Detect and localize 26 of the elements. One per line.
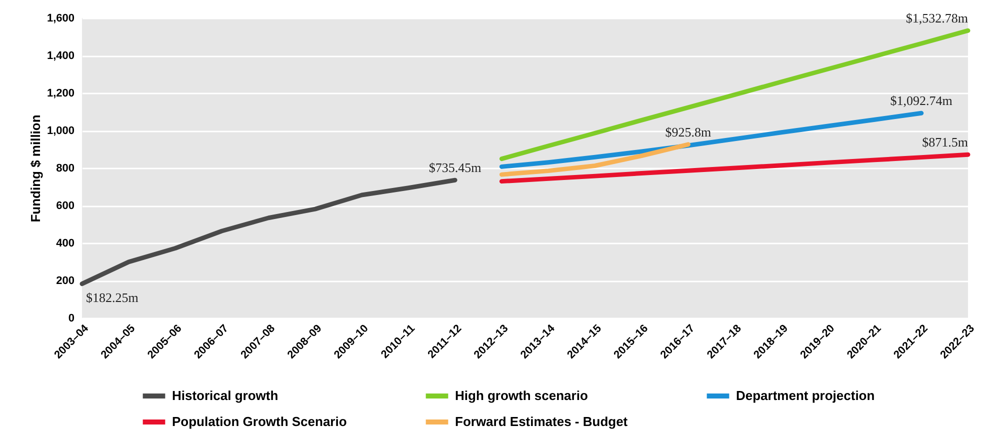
data-label: $1,092.74m [890,93,952,108]
y-tick-label: 0 [68,312,74,324]
y-tick-label: 400 [56,238,74,250]
data-label: $182.25m [86,290,138,305]
y-tick-label: 1,400 [46,50,74,62]
y-tick-label: 1,200 [46,88,74,100]
y-tick-label: 1,600 [46,12,74,24]
legend-label: Forward Estimates - Budget [455,414,628,429]
legend-label: Historical growth [172,388,278,403]
data-label: $1,532.78m [906,10,968,26]
legend-label: Population Growth Scenario [172,414,347,429]
line-series [499,152,970,184]
y-tick-label: 600 [56,200,74,212]
data-label: $735.45m [428,160,482,176]
y-tick-label: 1,000 [46,125,74,137]
legend-label: High growth scenario [455,388,588,403]
line-series [80,178,458,286]
data-label: $871.5m [922,134,968,150]
line-series [499,142,690,177]
legend-label: Department projection [736,388,875,403]
y-tick-label: 800 [56,162,74,174]
line-series [499,28,970,162]
line-series [499,110,924,169]
y-axis-title: Funding $ million [28,114,43,222]
y-tick-label: 200 [56,275,74,287]
data-label: $925.8m [665,124,712,140]
